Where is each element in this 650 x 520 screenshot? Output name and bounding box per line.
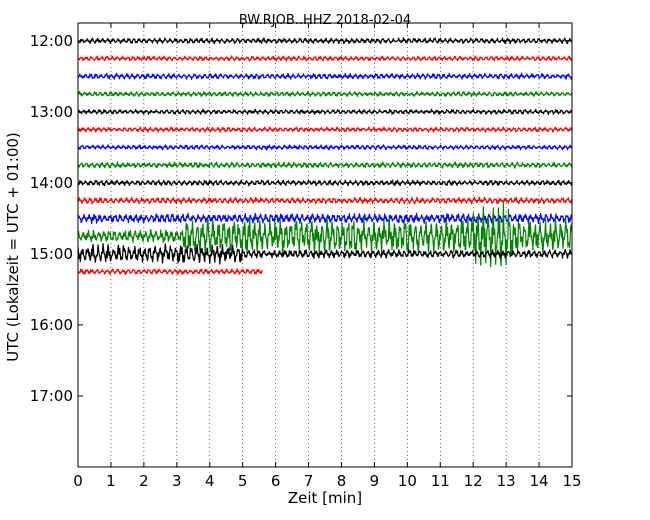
plot-area-frame [77,22,573,468]
x-axis-ticks: 0 1 2 3 4 5 6 7 8 9 10 11 12 13 14 15 [73,23,582,490]
x-tick-label: 8 [337,472,347,490]
trace-line-1230 [77,72,573,80]
y-tick-label: 17:00 [30,387,73,405]
x-tick-label: 2 [139,472,149,490]
trace-line-1445 [77,202,573,268]
x-tick-label: 7 [304,472,314,490]
y-tick-label: 12:00 [30,32,73,50]
trace-line-1245 [77,90,573,98]
trace-line-1345 [77,161,573,169]
x-tick-label: 11 [431,472,450,490]
trace-line-1415 [77,196,573,205]
trace-line-1200 [77,37,573,45]
x-tick-label: 12 [464,472,483,490]
trace-line-1315 [77,126,573,133]
x-tick-label: 9 [370,472,380,490]
trace-line-1330 [77,144,573,151]
y-tick-label: 14:00 [30,174,73,192]
trace-line-1400 [77,179,573,187]
x-tick-label: 5 [238,472,248,490]
trace-line-1300 [77,108,573,116]
x-tick-label: 4 [205,472,215,490]
x-tick-label: 1 [106,472,116,490]
y-tick-label: 13:00 [30,103,73,121]
x-tick-label: 15 [562,472,581,490]
y-tick-label: 16:00 [30,316,73,334]
x-axis-label: Zeit [min] [288,489,362,507]
x-tick-label: 13 [497,472,516,490]
x-tick-label: 0 [73,472,83,490]
y-tick-label: 15:00 [30,245,73,263]
trace-line-1430 [77,212,573,225]
trace-line-1500 [77,242,573,265]
seismic-traces [77,37,573,276]
x-tick-label: 6 [271,472,281,490]
trace-line-1515 [77,268,263,276]
x-tick-label: 3 [172,472,182,490]
x-tick-label: 10 [398,472,417,490]
trace-line-1215 [77,55,573,62]
y-axis-ticks: 12:00 13:00 14:00 15:00 16:00 17:00 [30,32,572,405]
y-axis-label: UTC (Lokalzeit = UTC + 01:00) [4,132,22,362]
chart-title: BW.RJOB..HHZ 2018-02-04 [239,13,411,28]
x-tick-label: 14 [530,472,549,490]
